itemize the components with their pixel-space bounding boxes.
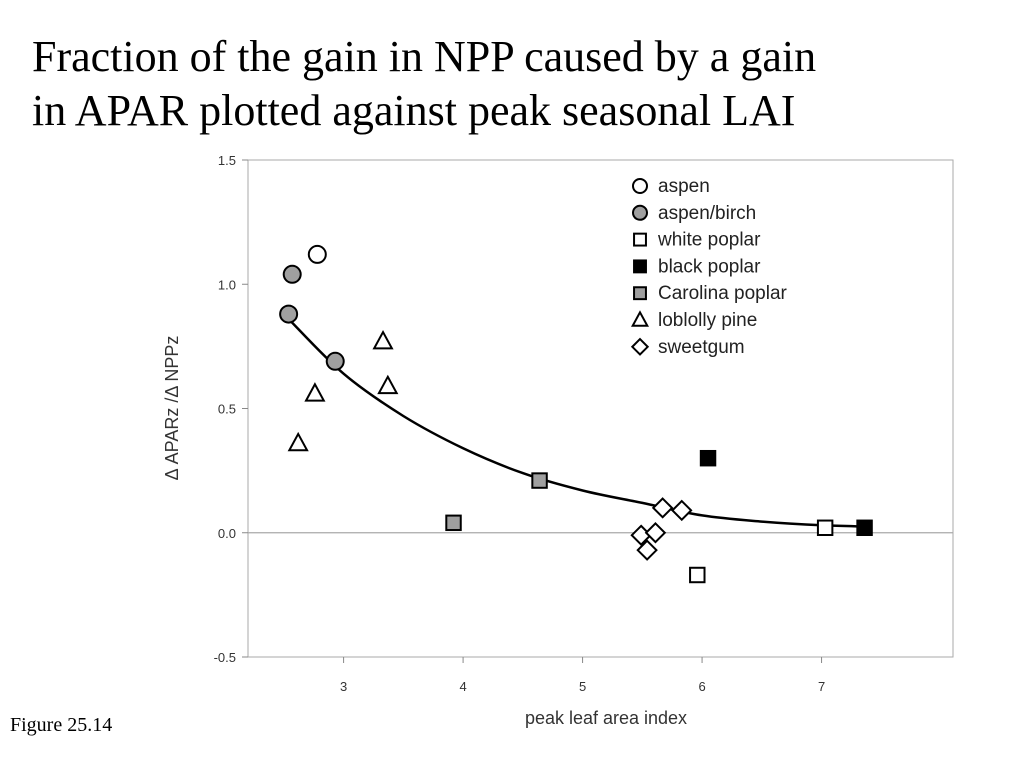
- point-white-poplar: [689, 566, 706, 584]
- legend-marker-loblolly-pine: [631, 310, 649, 327]
- point-white-poplar: [816, 519, 834, 537]
- y-tick-label: 0.0: [218, 526, 236, 541]
- legend-marker-sweetgum: [630, 337, 650, 356]
- point-aspen-birch: [279, 304, 299, 324]
- point-black-poplar: [856, 519, 873, 537]
- y-tick-label: 1.0: [218, 277, 236, 292]
- legend: aspen aspen/birch white poplar black poplar…: [630, 176, 788, 358]
- point-sweetgum: [644, 521, 667, 544]
- x-tick-label: 7: [818, 679, 825, 694]
- point-carolina-poplar: [531, 472, 548, 489]
- legend-marker-aspen: [632, 178, 648, 194]
- point-black-poplar: [699, 449, 717, 467]
- y-axis-label: Δ APARz /Δ NPPz: [162, 336, 182, 481]
- x-tick-label: 3: [340, 679, 347, 694]
- plot-frame: [247, 159, 954, 658]
- y-tick-label: -0.5: [214, 650, 236, 665]
- point-loblolly-pine: [304, 382, 326, 402]
- point-sweetgum: [651, 497, 674, 519]
- legend-label-aspen-birch: aspen/birch: [658, 203, 756, 224]
- x-tick-label: 5: [579, 679, 586, 694]
- point-loblolly-pine: [377, 374, 399, 395]
- legend-label-loblolly-pine: loblolly pine: [658, 310, 757, 331]
- fit-curve: [287, 318, 865, 528]
- legend-label-black-poplar: black poplar: [658, 256, 761, 277]
- title-line-2: in APAR plotted against peak seasonal LA…: [32, 86, 796, 135]
- point-sweetgum: [670, 499, 693, 522]
- x-tick-label: 4: [459, 679, 466, 694]
- title-line-1: Fraction of the gain in NPP caused by a …: [32, 32, 817, 81]
- legend-label-sweetgum: sweetgum: [658, 337, 745, 358]
- legend-label-aspen: aspen: [658, 176, 710, 197]
- legend-marker-aspen-birch: [632, 204, 648, 221]
- y-tick-label: 1.5: [218, 153, 236, 168]
- legend-label-carolina-poplar: Carolina poplar: [658, 283, 788, 304]
- point-loblolly-pine: [372, 329, 394, 350]
- point-loblolly-pine: [287, 431, 309, 452]
- x-axis-label: peak leaf area index: [525, 708, 687, 728]
- point-aspen-birch: [282, 264, 302, 284]
- point-aspen: [307, 244, 327, 264]
- legend-marker-white-poplar: [633, 232, 647, 247]
- legend-marker-black-poplar: [633, 259, 647, 274]
- y-tick-label: 0.5: [218, 402, 236, 417]
- point-sweetgum: [636, 539, 658, 561]
- legend-marker-carolina-poplar: [633, 286, 647, 301]
- slide-title: Fraction of the gain in NPP caused by a …: [32, 30, 992, 138]
- figure-caption: Figure 25.14: [10, 714, 113, 736]
- point-carolina-poplar: [445, 514, 462, 532]
- legend-label-white-poplar: white poplar: [657, 230, 761, 251]
- point-aspen-birch: [325, 351, 345, 371]
- x-tick-label: 6: [698, 679, 705, 694]
